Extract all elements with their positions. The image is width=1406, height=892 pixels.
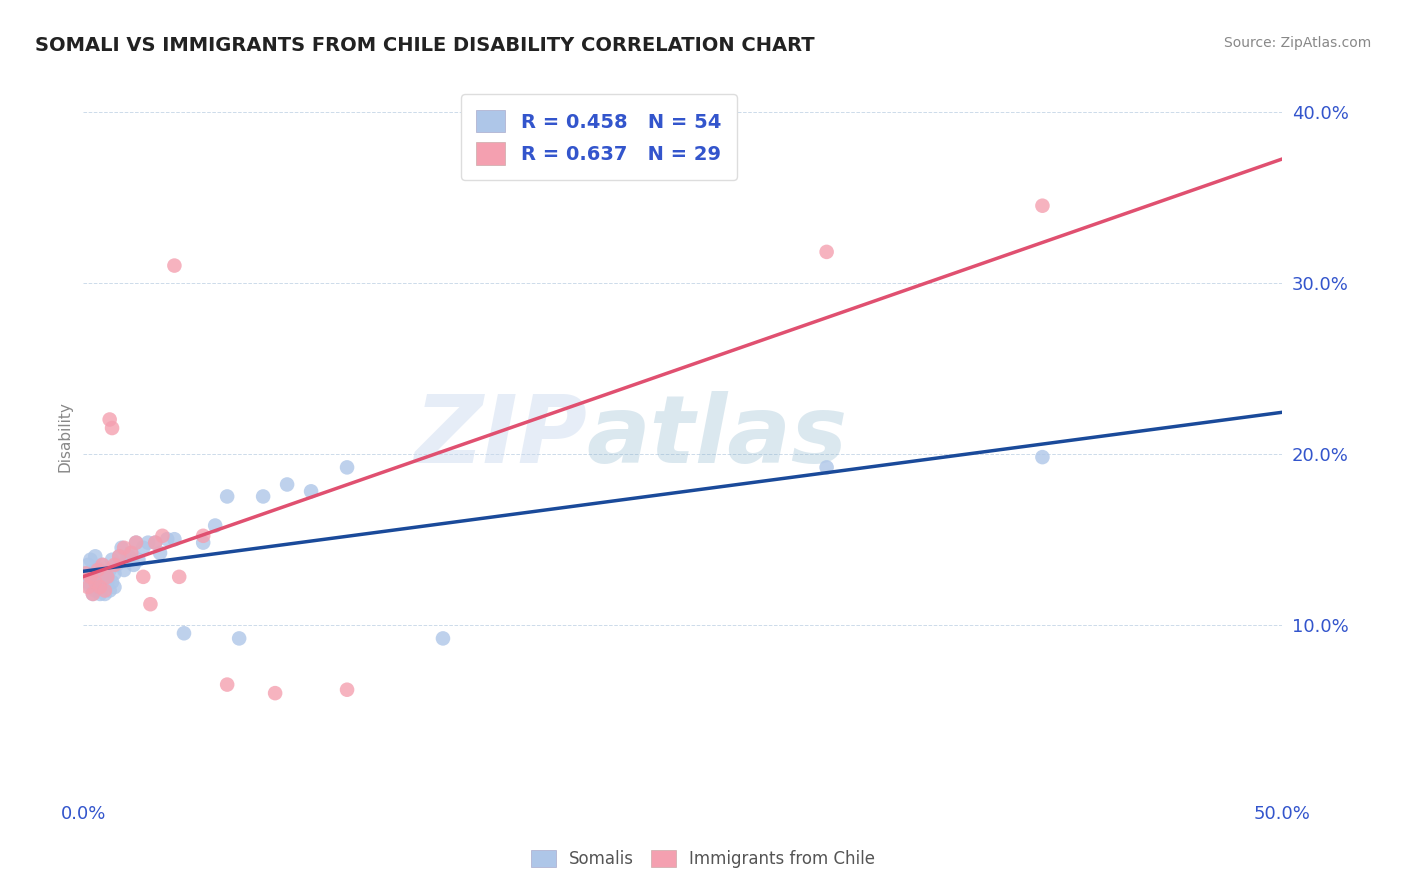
- Point: [84, 583, 107, 598]
- Point: [96, 570, 118, 584]
- Point: [815, 244, 838, 259]
- Point: [105, 558, 128, 572]
- Point: [84, 549, 107, 564]
- Point: [132, 541, 155, 555]
- Point: [82, 570, 104, 584]
- Point: [96, 574, 118, 589]
- Text: SOMALI VS IMMIGRANTS FROM CHILE DISABILITY CORRELATION CHART: SOMALI VS IMMIGRANTS FROM CHILE DISABILI…: [35, 36, 814, 54]
- Point: [77, 558, 100, 572]
- Point: [91, 558, 114, 572]
- Point: [79, 580, 101, 594]
- Point: [82, 587, 104, 601]
- Point: [101, 574, 124, 589]
- Legend: R = 0.458   N = 54, R = 0.637   N = 29: R = 0.458 N = 54, R = 0.637 N = 29: [461, 95, 737, 180]
- Point: [1031, 199, 1053, 213]
- Point: [108, 549, 131, 564]
- Point: [204, 518, 226, 533]
- Point: [143, 535, 166, 549]
- Point: [122, 558, 145, 572]
- Point: [228, 632, 250, 646]
- Point: [91, 580, 114, 594]
- Point: [125, 535, 148, 549]
- Point: [163, 259, 186, 273]
- Point: [98, 563, 121, 577]
- Point: [336, 682, 359, 697]
- Point: [77, 580, 100, 594]
- Point: [167, 570, 190, 584]
- Point: [79, 570, 101, 584]
- Point: [264, 686, 287, 700]
- Point: [75, 566, 97, 581]
- Point: [217, 490, 239, 504]
- Point: [193, 529, 215, 543]
- Point: [149, 546, 172, 560]
- Point: [152, 529, 174, 543]
- Point: [120, 546, 142, 560]
- Point: [103, 558, 125, 572]
- Point: [193, 535, 215, 549]
- Point: [98, 583, 121, 598]
- Point: [156, 533, 179, 547]
- Point: [77, 574, 100, 589]
- Point: [139, 597, 162, 611]
- Legend: Somalis, Immigrants from Chile: Somalis, Immigrants from Chile: [524, 843, 882, 875]
- Point: [815, 460, 838, 475]
- Point: [336, 460, 359, 475]
- Point: [112, 541, 135, 555]
- Point: [86, 563, 108, 577]
- Y-axis label: Disability: Disability: [58, 401, 72, 472]
- Point: [120, 546, 142, 560]
- Point: [84, 563, 107, 577]
- Point: [163, 533, 186, 547]
- Point: [115, 553, 138, 567]
- Point: [299, 484, 322, 499]
- Point: [98, 412, 121, 426]
- Point: [103, 566, 125, 581]
- Point: [173, 626, 195, 640]
- Point: [75, 566, 97, 581]
- Point: [111, 541, 134, 555]
- Point: [132, 570, 155, 584]
- Point: [103, 580, 125, 594]
- Point: [91, 558, 114, 572]
- Point: [89, 587, 111, 601]
- Point: [276, 477, 298, 491]
- Point: [86, 561, 108, 575]
- Point: [84, 574, 107, 589]
- Point: [127, 553, 149, 567]
- Text: atlas: atlas: [586, 391, 848, 483]
- Point: [86, 574, 108, 589]
- Point: [252, 490, 274, 504]
- Point: [94, 566, 117, 581]
- Point: [96, 570, 118, 584]
- Point: [94, 583, 117, 598]
- Point: [1031, 450, 1053, 464]
- Point: [432, 632, 454, 646]
- Point: [101, 421, 124, 435]
- Point: [79, 553, 101, 567]
- Point: [125, 535, 148, 549]
- Text: Source: ZipAtlas.com: Source: ZipAtlas.com: [1223, 36, 1371, 50]
- Point: [89, 580, 111, 594]
- Point: [101, 553, 124, 567]
- Point: [143, 535, 166, 549]
- Point: [94, 587, 117, 601]
- Point: [108, 549, 131, 564]
- Point: [217, 677, 239, 691]
- Point: [112, 563, 135, 577]
- Text: ZIP: ZIP: [413, 391, 586, 483]
- Point: [118, 549, 141, 564]
- Point: [136, 535, 159, 549]
- Point: [82, 587, 104, 601]
- Point: [89, 570, 111, 584]
